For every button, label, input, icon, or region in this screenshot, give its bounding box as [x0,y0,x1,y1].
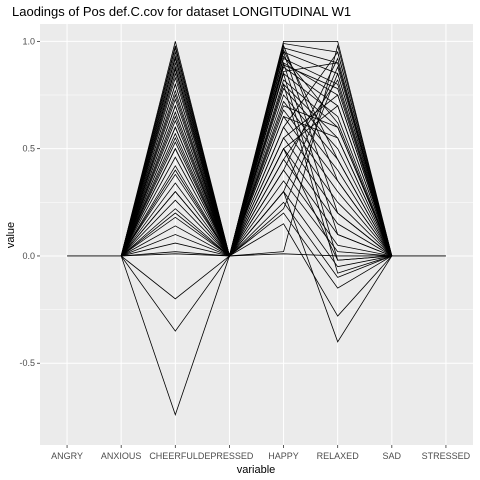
y-tick-label: -0.5 [19,358,35,368]
x-axis-ticks: ANGRY ANXIOUS CHEERFULDEPRESSED HAPPY RELAXE… [51,445,471,461]
series-line-38 [120,79,393,257]
series-lines [67,40,446,416]
x-tick-label: ANXIOUS [101,451,142,461]
chart-title: Laodings of Pos def.C.cov for dataset LO… [12,4,351,19]
x-tick-label: CHEERFULDEPRESSED [149,451,254,461]
series-line-35 [120,54,393,258]
series-line-47 [120,147,392,416]
series-line-34 [120,46,393,258]
series-line-41 [120,55,393,258]
y-tick-label: 1.0 [22,36,35,46]
y-axis-ticks: -0.5 0.0 0.5 1.0 [19,36,40,368]
series-line-40 [120,48,393,258]
series-line-42 [120,64,393,258]
series-line-33 [120,82,392,274]
y-axis-title: value [5,222,17,248]
x-axis-title: variable [237,464,276,476]
series-line-26 [120,51,393,258]
series-line-36 [120,67,393,258]
x-tick-label: SAD [383,451,402,461]
series-line-44 [121,253,392,257]
series-line-29 [120,72,393,257]
series-line-25 [121,44,393,257]
x-tick-label: STRESSED [422,451,471,461]
x-tick-label: RELAXED [317,451,360,461]
x-tick-label: ANGRY [51,451,83,461]
series-line-45 [120,223,393,317]
x-tick-label: HAPPY [268,451,299,461]
series-line-46 [120,190,393,343]
series-line-27 [120,57,393,257]
series-line-21 [120,180,392,257]
series-line-43 [120,62,393,258]
series-line-23 [121,201,392,278]
y-tick-label: 0.0 [22,251,35,261]
series-line-39 [120,44,393,258]
series-line-24 [121,212,393,289]
y-tick-label: 0.5 [22,144,35,154]
